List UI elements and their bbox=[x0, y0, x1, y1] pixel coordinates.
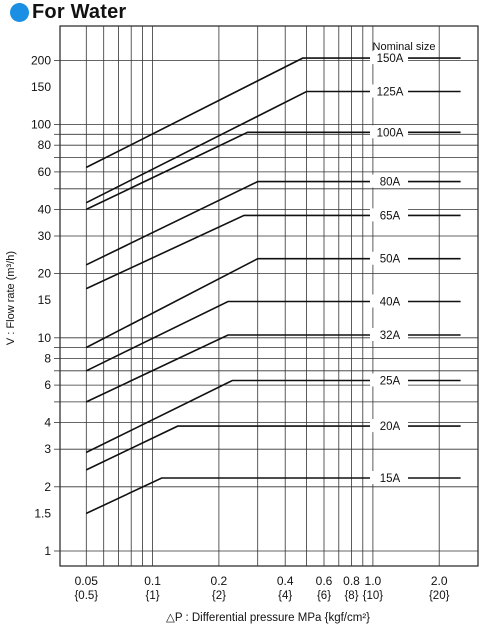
series-label-bg bbox=[370, 373, 408, 387]
series-label-bg bbox=[370, 125, 408, 139]
x-tick-labels: 0.05 {0.5} 0.1 {1} 0.2 {2} 0.4 {4} 0.6 {6} 0.8 {8} 1… bbox=[74, 574, 449, 602]
x-tick-sublabel: {20} bbox=[429, 590, 450, 602]
y-tick-label: 60 bbox=[38, 165, 52, 179]
x-tick-sublabel: {0.5} bbox=[74, 590, 98, 602]
x-tick-sublabel: {10} bbox=[363, 590, 384, 602]
x-tick-label: 0.1 bbox=[144, 574, 161, 588]
x-tick-label: 0.05 bbox=[75, 574, 99, 588]
series-label-bg bbox=[370, 294, 408, 308]
series-label: 40A bbox=[380, 297, 401, 309]
x-tick-label: 0.2 bbox=[211, 574, 228, 588]
series-line bbox=[85, 90, 461, 204]
x-tick-sublabel: {2} bbox=[212, 590, 226, 602]
series-label-bg bbox=[370, 419, 408, 433]
x-axis-label: △P : Differential pressure MPa {kgf/cm²} bbox=[166, 612, 370, 624]
series-label: 25A bbox=[380, 376, 401, 388]
x-tick-label: 2.0 bbox=[431, 574, 448, 588]
x-tick-label: 1.0 bbox=[365, 574, 382, 588]
series-label: 125A bbox=[377, 87, 404, 99]
y-tick-label: 6 bbox=[44, 378, 51, 392]
y-tick-label: 20 bbox=[38, 267, 52, 281]
chart-header: For Water bbox=[10, 0, 126, 24]
y-tick-label: 15 bbox=[38, 293, 52, 307]
y-tick-label: 3 bbox=[44, 442, 51, 456]
y-tick-label: 1 bbox=[44, 544, 51, 558]
series-labels: 150A 125A 100A 80A 65A 50A 40A 32A 25A 20A 15A bbox=[370, 51, 408, 485]
y-tick-label: 200 bbox=[31, 53, 51, 67]
legend-title: Nominal size bbox=[373, 41, 436, 53]
series-label-bg bbox=[370, 208, 408, 222]
chart-title: For Water bbox=[32, 0, 127, 23]
series-line bbox=[85, 477, 461, 515]
series-label: 32A bbox=[380, 330, 401, 342]
y-axis-label: V : Flow rate (m³/h) bbox=[5, 251, 17, 345]
y-tick-label: 10 bbox=[38, 331, 52, 345]
series-label: 100A bbox=[377, 127, 404, 139]
series-label: 20A bbox=[380, 421, 401, 433]
x-tick-sublabel: {6} bbox=[317, 590, 331, 602]
bullet-icon bbox=[10, 2, 29, 22]
grid-lines bbox=[54, 25, 479, 567]
x-tick-label: 0.6 bbox=[316, 574, 333, 588]
series-label: 65A bbox=[380, 210, 401, 222]
y-tick-label: 150 bbox=[31, 80, 51, 94]
y-tick-labels: 200 150 100 80 60 40 30 20 15 10 8 6 4 3 2 1.5 1 bbox=[31, 53, 51, 558]
series-label-bg bbox=[370, 51, 408, 65]
y-tick-label: 4 bbox=[44, 416, 51, 430]
x-tick-sublabel: {1} bbox=[146, 590, 160, 602]
y-tick-label: 1.5 bbox=[34, 506, 51, 520]
series-label-bg bbox=[370, 328, 408, 341]
x-tick-label: 0.4 bbox=[277, 574, 294, 588]
y-tick-label: 8 bbox=[44, 351, 51, 365]
series-label: 150A bbox=[377, 53, 404, 65]
x-tick-sublabel: {4} bbox=[278, 590, 292, 602]
x-tick-sublabel: {8} bbox=[344, 590, 358, 602]
x-tick-label: 0.8 bbox=[343, 574, 360, 588]
series-label: 50A bbox=[380, 254, 401, 266]
y-tick-label: 100 bbox=[31, 118, 51, 132]
series-label: 80A bbox=[380, 177, 401, 189]
series-label-bg bbox=[370, 471, 408, 484]
plot-frame bbox=[59, 25, 479, 567]
y-tick-label: 40 bbox=[38, 202, 52, 216]
series-label-bg bbox=[370, 174, 408, 188]
series-line bbox=[85, 425, 461, 471]
series-label: 15A bbox=[380, 473, 401, 485]
series-label-bg bbox=[370, 251, 408, 265]
y-tick-label: 2 bbox=[44, 480, 51, 494]
y-tick-label: 80 bbox=[38, 138, 52, 152]
y-tick-label: 30 bbox=[38, 229, 52, 243]
series-label-bg bbox=[370, 84, 408, 98]
